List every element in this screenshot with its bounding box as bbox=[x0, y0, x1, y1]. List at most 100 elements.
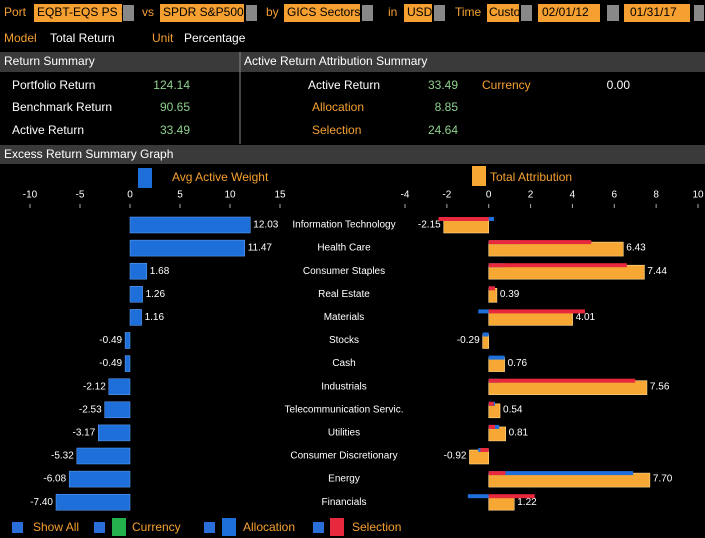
bar bbox=[488, 357, 505, 372]
bar bbox=[488, 380, 648, 396]
value-label: -2.12 bbox=[83, 381, 106, 392]
bar bbox=[98, 424, 131, 442]
value-label: 4.01 bbox=[576, 312, 596, 323]
label: Model bbox=[4, 31, 37, 45]
bar bbox=[76, 447, 131, 465]
checkbox[interactable] bbox=[313, 522, 324, 533]
calendar-button[interactable] bbox=[607, 5, 619, 21]
field-text[interactable]: Custo bbox=[489, 5, 521, 19]
checkbox[interactable] bbox=[94, 522, 105, 533]
field[interactable] bbox=[160, 4, 244, 22]
field[interactable] bbox=[404, 4, 432, 22]
section-title: Active Return Attribution Summary bbox=[244, 54, 427, 68]
dropdown[interactable] bbox=[123, 5, 134, 21]
dropdown[interactable] bbox=[362, 5, 373, 21]
x-tick-label: 2 bbox=[528, 190, 534, 201]
bar bbox=[68, 470, 131, 488]
dropdown[interactable] bbox=[521, 5, 532, 21]
field[interactable] bbox=[538, 4, 600, 22]
value-label: -0.49 bbox=[99, 335, 122, 346]
value-label: 7.44 bbox=[647, 266, 667, 277]
category-label: Consumer Staples bbox=[303, 266, 385, 277]
bar bbox=[488, 495, 515, 511]
field-text[interactable]: EQBT-EQS PS 3. bbox=[37, 5, 131, 19]
value-label: -2.15 bbox=[418, 220, 441, 231]
bar bbox=[104, 401, 131, 419]
field[interactable] bbox=[487, 4, 519, 22]
category-label: Health Care bbox=[317, 243, 371, 254]
bar bbox=[129, 216, 251, 234]
footer: Show All Currency bbox=[12, 518, 324, 536]
value-label: 12.03 bbox=[253, 220, 278, 231]
thin-bar bbox=[488, 286, 495, 291]
thin-bar bbox=[488, 424, 495, 429]
dropdown[interactable] bbox=[434, 5, 445, 21]
thin-bar bbox=[478, 309, 489, 314]
category-label: Cash bbox=[332, 358, 355, 369]
field[interactable] bbox=[624, 4, 690, 22]
row-value: 90.65 bbox=[160, 100, 190, 114]
checkbox-label[interactable]: Currency bbox=[132, 520, 181, 534]
value-label: -6.08 bbox=[43, 474, 66, 485]
swatch bbox=[330, 518, 344, 536]
thin-bar bbox=[488, 355, 505, 360]
label: Unit bbox=[152, 31, 174, 45]
bar bbox=[129, 286, 143, 303]
x-tick-label: 0 bbox=[486, 190, 492, 201]
bar bbox=[482, 334, 490, 349]
value-label: 6.43 bbox=[626, 243, 646, 254]
thin-bar bbox=[488, 471, 634, 476]
category-label: Stocks bbox=[329, 335, 359, 346]
section-title: Return Summary bbox=[4, 54, 95, 68]
thin-bar bbox=[488, 494, 535, 499]
category-label: Real Estate bbox=[318, 289, 370, 300]
label: vs bbox=[142, 5, 154, 19]
x-tick-label: 15 bbox=[274, 190, 286, 201]
x-tick-label: 8 bbox=[653, 190, 659, 201]
thin-bar bbox=[480, 448, 489, 452]
value-label: 0.76 bbox=[508, 358, 528, 369]
field-text[interactable]: 02/01/12 bbox=[542, 5, 589, 19]
value-label: 7.56 bbox=[650, 381, 670, 392]
x-tick-label: 5 bbox=[177, 190, 183, 201]
field-text[interactable]: SPDR S&P500 bbox=[163, 5, 244, 19]
bar bbox=[469, 449, 490, 465]
row-value: 33.49 bbox=[160, 123, 190, 137]
category-label: Consumer Discretionary bbox=[290, 451, 397, 462]
legend-label[interactable]: Selection bbox=[352, 520, 401, 534]
checkbox[interactable] bbox=[204, 522, 215, 533]
field[interactable] bbox=[284, 4, 360, 22]
category-label: Energy bbox=[328, 474, 360, 485]
checkbox[interactable] bbox=[12, 522, 23, 533]
thin-bar bbox=[488, 309, 585, 314]
value-label: 0.54 bbox=[503, 404, 523, 415]
row-label: Active Return bbox=[12, 123, 84, 137]
field-text[interactable]: GICS Sectors bbox=[287, 5, 360, 19]
category-label: Utilities bbox=[328, 428, 360, 439]
thin-bar bbox=[488, 240, 592, 245]
dropdown[interactable] bbox=[246, 5, 257, 21]
thin-bar bbox=[482, 332, 489, 337]
field[interactable] bbox=[34, 4, 122, 22]
legend-label: Total Attribution bbox=[490, 170, 572, 184]
row-label: Active Return bbox=[308, 78, 380, 92]
bar bbox=[488, 403, 501, 419]
bar bbox=[129, 239, 245, 257]
bar bbox=[488, 287, 498, 303]
value-label: -7.40 bbox=[30, 497, 53, 508]
field-text[interactable]: 01/31/17 bbox=[630, 5, 677, 19]
legend-label: Avg Active Weight bbox=[172, 170, 269, 184]
label: in bbox=[388, 5, 397, 19]
category-label: Telecommunication Servic. bbox=[285, 404, 404, 415]
bar bbox=[129, 309, 142, 326]
bar bbox=[488, 311, 573, 326]
legend-label[interactable]: Allocation bbox=[243, 520, 295, 534]
category-label: Information Technology bbox=[292, 220, 395, 231]
bar bbox=[488, 426, 506, 442]
bar bbox=[443, 218, 490, 234]
field-text[interactable]: USD bbox=[407, 5, 433, 19]
calendar-button[interactable] bbox=[694, 5, 704, 21]
checkbox-label[interactable]: Show All bbox=[33, 520, 79, 534]
value-label: 1.26 bbox=[146, 289, 166, 300]
